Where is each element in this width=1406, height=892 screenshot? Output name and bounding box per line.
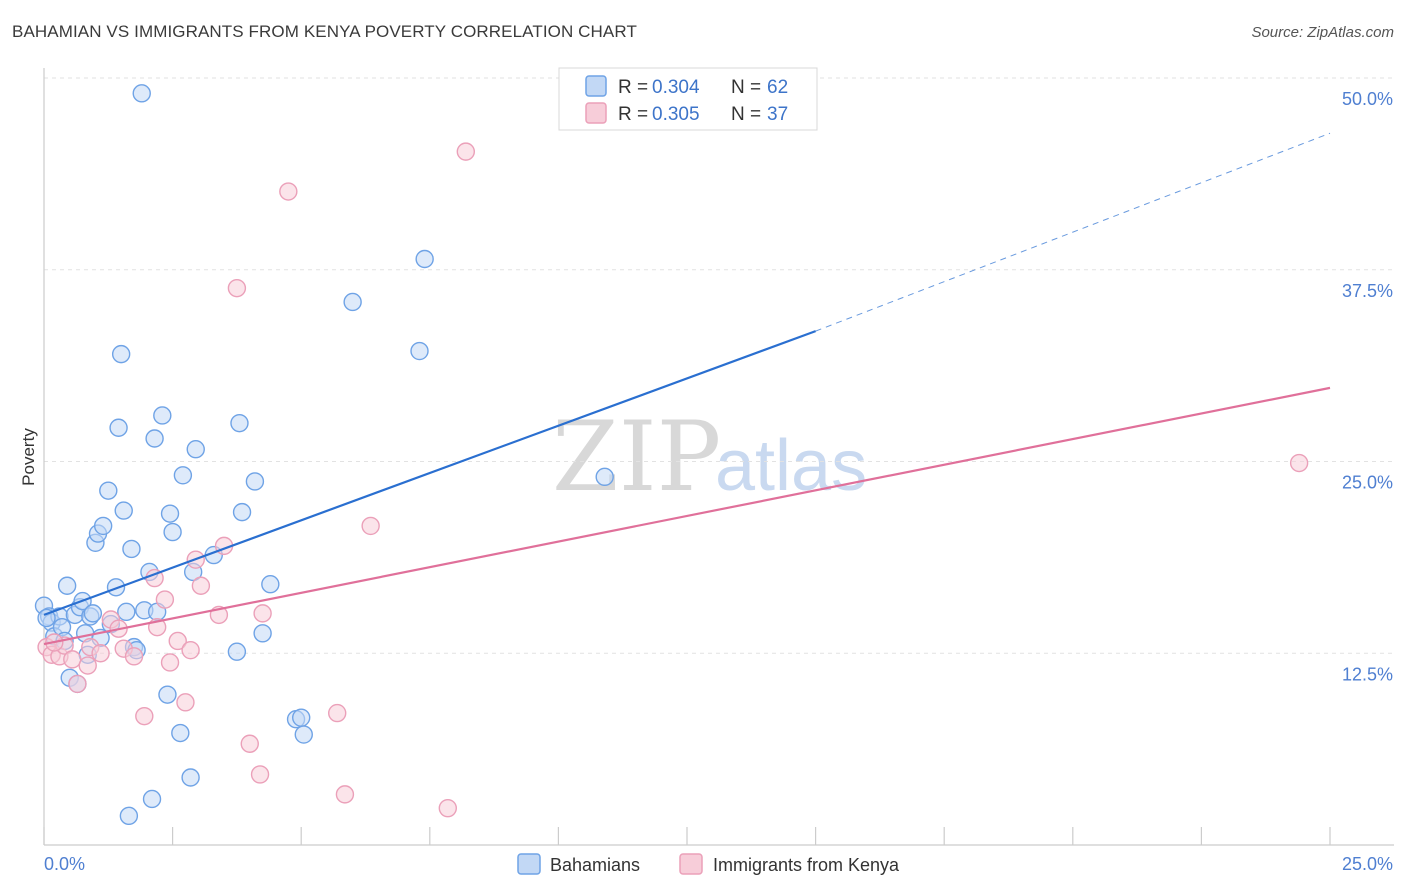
legend-n-value-blue: 62 [767, 77, 788, 98]
axes [43, 68, 1394, 846]
bahamians-point-25 [111, 344, 131, 364]
bahamians-point-43 [173, 466, 193, 485]
x-tick-label-max: 25.0% [1342, 854, 1393, 874]
bahamians-point-55 [292, 708, 311, 727]
bahamians-point-21 [99, 481, 118, 500]
bahamians-point-48 [227, 642, 247, 661]
bahamians-point-29 [122, 539, 141, 559]
bahamians-point-53 [261, 575, 280, 594]
legend-swatch-blue [585, 75, 607, 97]
bahamians-point-42 [171, 723, 190, 743]
legend-r-value-blue: 0.304 [652, 77, 700, 98]
kenya-point-22 [191, 576, 211, 595]
x-tick-label-min: 0.0% [44, 854, 85, 874]
bahamians-point-35 [142, 789, 162, 809]
bahamians-point-28 [119, 806, 139, 826]
kenya-point-34 [456, 142, 476, 161]
bahamians-points [34, 84, 614, 826]
kenya-point-32 [361, 516, 380, 536]
bahamians-point-56 [294, 725, 313, 744]
kenya-point-30 [328, 703, 347, 723]
bahamians-point-41 [163, 522, 182, 542]
trendline-bahamians-extension [815, 132, 1331, 332]
bahamians-point-24 [109, 418, 128, 437]
bahamians-point-61 [37, 608, 56, 628]
bahamians-point-49 [230, 413, 249, 433]
bahamians-point-60 [595, 467, 614, 487]
bahamians-point-36 [145, 429, 164, 448]
kenya-point-4 [63, 650, 82, 669]
trendline-kenya [43, 386, 1331, 646]
watermark-atlas: atlas [715, 426, 867, 506]
kenya-point-20 [181, 640, 200, 660]
bahamians-point-38 [153, 406, 172, 425]
bahamians-point-44 [181, 768, 200, 787]
kenya-point-26 [240, 734, 259, 753]
bahamians-point-7 [57, 576, 77, 595]
trendlines [43, 132, 1331, 646]
kenya-point-19 [176, 693, 195, 712]
y-tick-label-0: 12.5% [1342, 664, 1393, 684]
bahamians-point-52 [253, 624, 272, 643]
kenya-point-29 [279, 182, 298, 201]
chart-source: Source: ZipAtlas.com [1251, 24, 1394, 41]
bahamians-point-59 [415, 249, 434, 269]
watermark: ZIP atlas [552, 401, 867, 513]
legend-n-label-pink: N = [731, 104, 761, 125]
legend-swatch-pink [585, 102, 607, 124]
kenya-point-5 [68, 674, 87, 694]
kenya-point-31 [335, 785, 355, 804]
legend-n-label-blue: N = [731, 77, 761, 98]
y-axis-label: Poverty [19, 428, 38, 486]
kenya-point-25 [227, 278, 247, 298]
watermark-zip: ZIP [552, 401, 721, 513]
tick-labels: 12.5% 25.0% 37.5% 50.0% 0.0% 25.0% [44, 89, 1393, 874]
bahamians-point-39 [158, 685, 177, 704]
y-tick-label-3: 50.0% [1342, 89, 1393, 109]
chart-title: BAHAMIAN VS IMMIGRANTS FROM KENYA POVERT… [12, 22, 637, 41]
kenya-points [37, 142, 1309, 818]
bahamians-point-51 [245, 472, 265, 491]
legend-r-label-pink: R = [618, 104, 648, 125]
correlation-legend: R = 0.304 N = 62 R = 0.305 N = 37 [558, 67, 818, 131]
kenya-point-12 [124, 647, 144, 666]
kenya-point-27 [250, 765, 270, 784]
kenya-point-18 [168, 631, 187, 651]
kenya-point-33 [438, 798, 458, 818]
kenya-point-35 [1289, 453, 1309, 473]
bahamians-point-27 [117, 602, 136, 622]
legend-r-label-blue: R = [618, 77, 648, 98]
bahamians-point-26 [114, 501, 133, 520]
legend-n-value-pink: 37 [767, 104, 788, 125]
bahamians-point-57 [343, 292, 362, 312]
y-tick-label-1: 25.0% [1342, 473, 1393, 493]
series-legend: Bahamians Immigrants from Kenya [517, 853, 900, 875]
trendline-bahamians [43, 330, 816, 616]
bahamians-point-20 [93, 516, 113, 536]
bahamians-point-46 [186, 440, 205, 459]
kenya-point-17 [160, 653, 180, 672]
kenya-point-8 [91, 644, 110, 663]
legend-r-value-pink: 0.305 [652, 104, 700, 125]
bahamians-point-58 [410, 341, 429, 361]
series-legend-swatch-bahamians [517, 853, 541, 875]
kenya-point-13 [135, 706, 154, 726]
series-legend-swatch-kenya [679, 853, 703, 875]
kenya-point-16 [155, 590, 175, 609]
kenya-point-28 [253, 604, 272, 623]
bahamians-point-50 [232, 502, 252, 522]
series-legend-label-kenya: Immigrants from Kenya [713, 855, 900, 875]
bahamians-point-16 [83, 604, 103, 623]
bahamians-point-32 [132, 84, 151, 103]
kenya-point-6 [78, 656, 97, 675]
y-tick-label-2: 37.5% [1342, 281, 1393, 301]
bahamians-point-40 [160, 504, 180, 523]
series-legend-label-bahamians: Bahamians [550, 855, 640, 875]
